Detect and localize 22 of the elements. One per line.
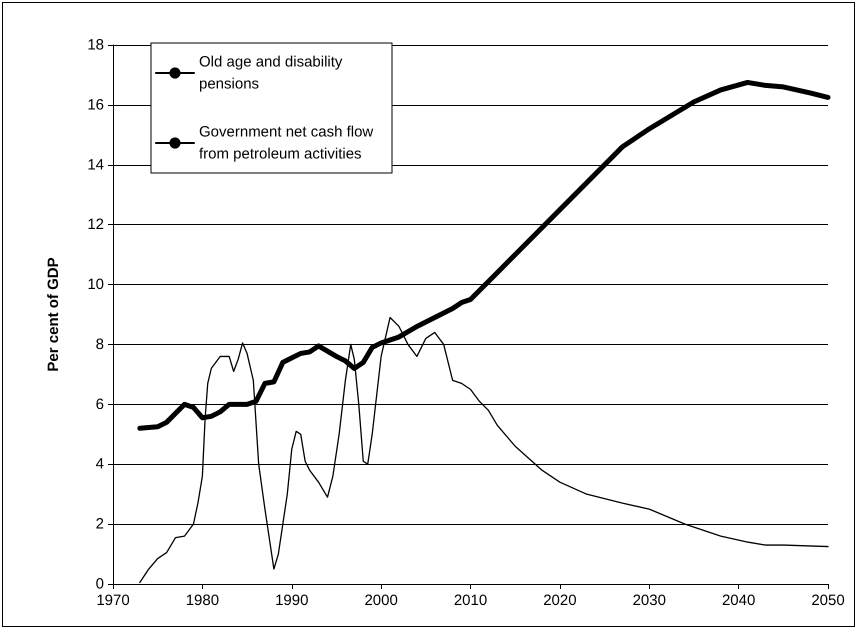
y-tick-label: 2 [96, 516, 104, 533]
y-tick-label: 10 [87, 276, 104, 294]
y-tick-label: 8 [96, 336, 104, 353]
y-tick-label: 14 [87, 156, 104, 174]
x-tick-label: 1970 [96, 592, 130, 609]
x-tick-label: 2000 [364, 592, 398, 609]
x-tick-label: 2020 [543, 592, 577, 609]
legend-label: Government net cash flow from petroleum activities [199, 124, 378, 162]
y-tick-label: 12 [87, 216, 104, 234]
y-tick-label: 0 [96, 576, 104, 592]
y-axis-title: Per cent of GDP [45, 257, 62, 372]
x-tick-label: 2040 [722, 592, 756, 609]
y-tick-label: 18 [87, 36, 104, 54]
y-tick-label: 4 [96, 456, 104, 473]
x-tick-label: 2010 [454, 592, 488, 609]
y-tick-label: 16 [87, 96, 104, 114]
x-tick-label: 1990 [275, 592, 308, 609]
y-tick-label: 6 [96, 396, 104, 413]
x-tick-label: 2030 [632, 592, 666, 609]
legend-label: Old age and disability pensions [199, 54, 347, 92]
x-tick-label: 1980 [186, 592, 220, 609]
x-tick-label: 2050 [811, 592, 845, 609]
